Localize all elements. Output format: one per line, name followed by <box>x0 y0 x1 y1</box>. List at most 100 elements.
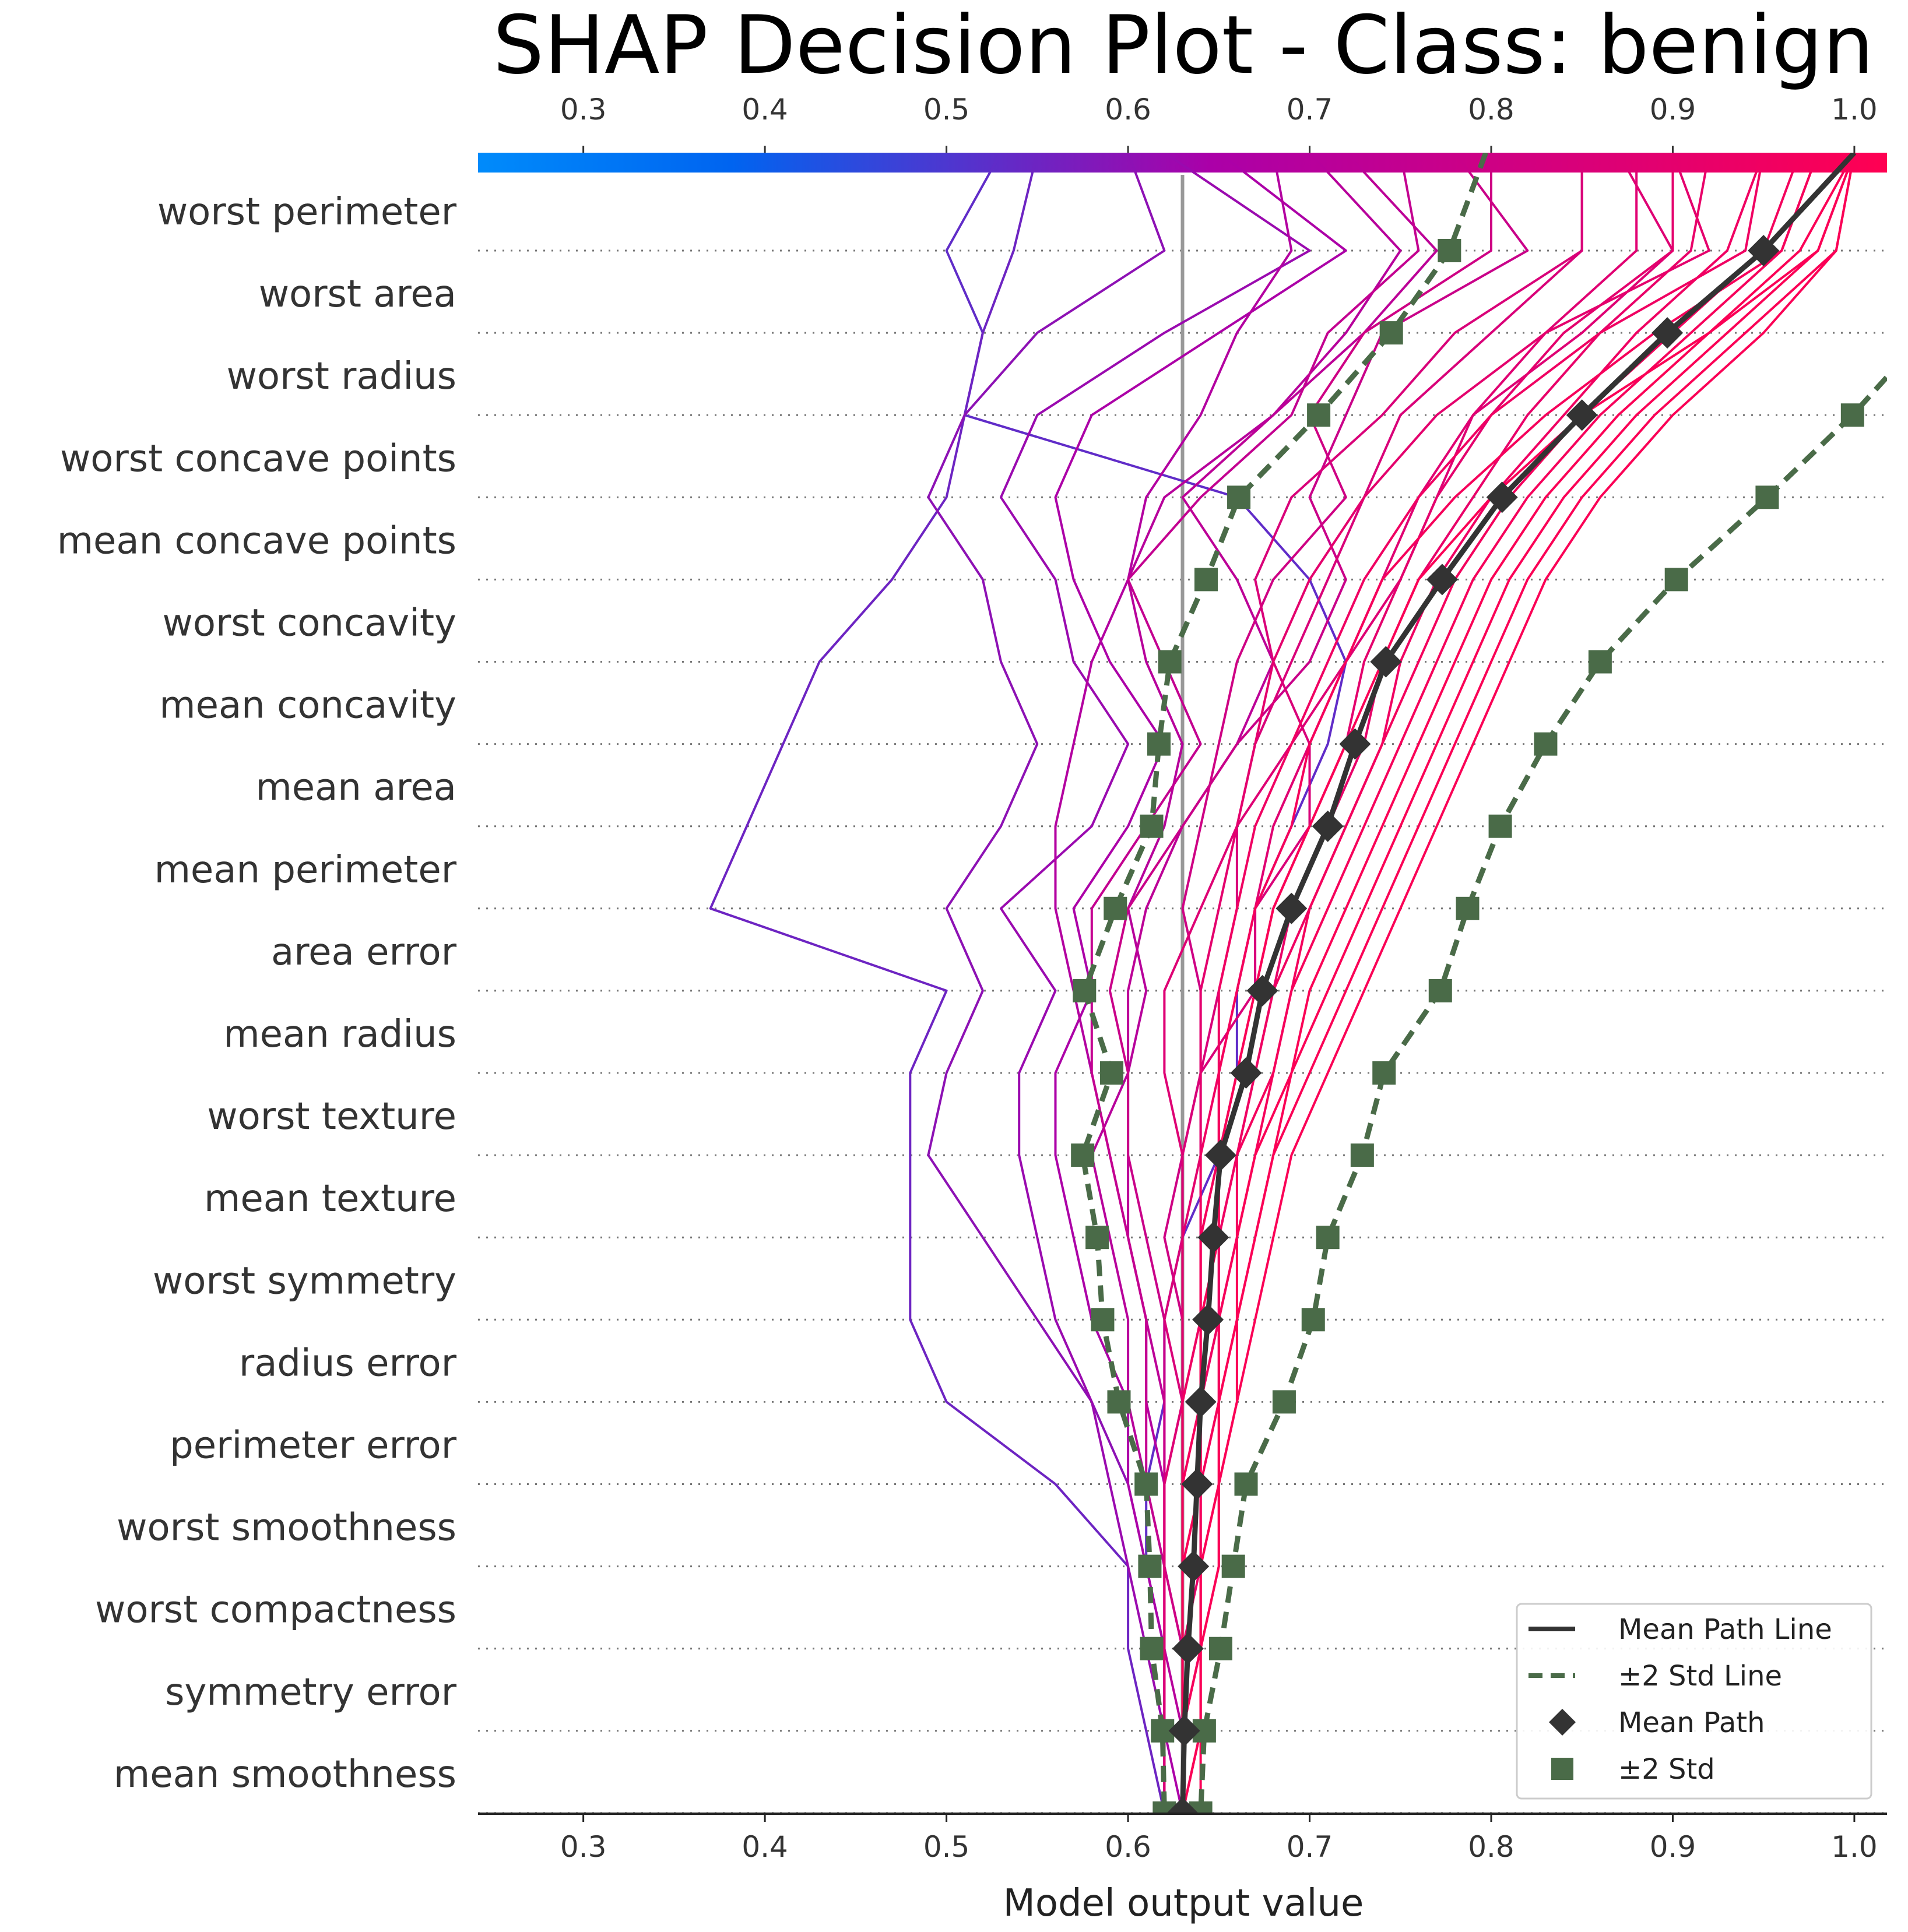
std-marker <box>1147 732 1171 756</box>
mean-path-marker <box>1652 317 1684 349</box>
mean-path-marker <box>1230 1057 1262 1089</box>
mean-path-marker <box>1192 1304 1224 1336</box>
std-marker <box>1307 403 1331 427</box>
mean-path-marker <box>1178 1550 1210 1582</box>
std-marker <box>1664 568 1688 592</box>
std-marker <box>1534 732 1558 756</box>
std-marker <box>1091 1308 1115 1332</box>
std-marker <box>1134 1472 1158 1496</box>
legend: Mean Path Line ±2 Std Line Mean Path ±2 … <box>1516 1603 1872 1800</box>
mean-path-marker <box>1185 1386 1217 1418</box>
colorbar <box>478 153 1887 173</box>
legend-std-marker-label: ±2 Std <box>1618 1753 1715 1786</box>
colorbar-tick-labels: 0.3 0.4 0.5 0.6 0.7 0.8 0.9 1.0 <box>560 93 1878 153</box>
plus-2std-line <box>1198 373 1887 1814</box>
legend-std-marker-swatch <box>1551 1758 1573 1780</box>
std-marker <box>1085 1226 1109 1250</box>
sample-path <box>1181 153 1856 1814</box>
std-marker <box>1158 650 1182 674</box>
std-marker <box>1234 1472 1258 1496</box>
feature-label: worst texture <box>207 1095 456 1138</box>
colorbar-tick-label: 0.8 <box>1468 93 1515 126</box>
feature-label: worst area <box>259 273 456 316</box>
std-marker <box>1140 1637 1164 1660</box>
x-tick-label: 0.8 <box>1468 1830 1515 1864</box>
legend-mean-marker-swatch <box>1549 1709 1576 1736</box>
std-marker <box>1438 239 1461 262</box>
x-tick-label: 0.6 <box>1105 1830 1151 1864</box>
std-marker <box>1221 1554 1245 1578</box>
std-marker <box>1428 979 1452 1002</box>
feature-label: worst compactness <box>95 1589 456 1632</box>
mean-path-line <box>1180 153 1857 1814</box>
std-marker <box>1301 1308 1325 1332</box>
x-tick-label: 0.5 <box>923 1830 970 1864</box>
x-tick-label: 0.3 <box>560 1830 607 1864</box>
feature-label: worst symmetry <box>153 1259 456 1303</box>
mean-path-marker <box>1566 399 1598 431</box>
std-marker <box>1755 485 1779 509</box>
feature-label: worst concave points <box>60 437 456 480</box>
x-tick-label: 0.4 <box>742 1830 788 1864</box>
legend-mean-line-label: Mean Path Line <box>1618 1613 1832 1646</box>
feature-labels: worst perimeter worst area worst radius wor… <box>57 191 457 1796</box>
chart-title: SHAP Decision Plot - Class: benign <box>493 0 1874 92</box>
mean-path-marker <box>1748 235 1780 266</box>
std-marker <box>1588 650 1612 674</box>
std-marker <box>1272 1390 1296 1414</box>
colorbar-tick-label: 0.9 <box>1650 93 1696 126</box>
mean-path-marker <box>1168 1715 1200 1747</box>
mean-path-marker <box>1486 481 1518 513</box>
mean-path-marker <box>1339 728 1371 760</box>
std-marker <box>1316 1226 1340 1250</box>
feature-label: symmetry error <box>165 1671 457 1714</box>
feature-label: mean concavity <box>159 684 456 727</box>
std-marker <box>1488 814 1512 838</box>
sample-path <box>1054 153 1347 1814</box>
feature-label: mean texture <box>204 1177 456 1220</box>
colorbar-tick-label: 0.3 <box>560 93 607 126</box>
std-marker <box>1071 1143 1095 1167</box>
mean-path-line-group <box>1180 153 1857 1814</box>
mean-path-marker <box>1181 1468 1213 1500</box>
sample-path <box>1181 153 1638 1814</box>
path-markers <box>1071 235 1864 1814</box>
std-marker <box>1208 1637 1232 1660</box>
std-marker <box>1140 814 1164 838</box>
feature-label: worst radius <box>227 355 456 398</box>
feature-label: worst smoothness <box>117 1507 456 1550</box>
feature-label: mean radius <box>223 1013 456 1056</box>
std-marker <box>1227 485 1251 509</box>
sample-path <box>1090 153 1402 1814</box>
x-tick-label: 1.0 <box>1831 1830 1878 1864</box>
mean-path-marker <box>1275 892 1308 924</box>
std-marker <box>1379 321 1403 345</box>
mean-path-marker <box>1197 1222 1229 1254</box>
mean-path-marker <box>1172 1632 1204 1664</box>
mean-path-marker <box>1246 974 1278 1007</box>
sample-path <box>1181 153 1856 1814</box>
feature-label: worst perimeter <box>157 191 457 234</box>
mean-path-marker <box>1312 810 1344 842</box>
sample-paths <box>709 153 1856 1814</box>
mean-path-marker <box>1426 564 1458 596</box>
legend-mean-marker-label: Mean Path <box>1618 1706 1765 1739</box>
std-marker <box>1840 403 1864 427</box>
mean-path-marker <box>1370 646 1402 678</box>
std-marker <box>1372 1061 1396 1085</box>
mean-path-marker <box>1204 1139 1236 1171</box>
colorbar-tick-label: 1.0 <box>1831 93 1878 126</box>
feature-label: mean smoothness <box>114 1753 456 1796</box>
colorbar-tick-label: 0.4 <box>742 93 788 126</box>
std-marker <box>1104 896 1127 920</box>
std-marker <box>1456 896 1480 920</box>
colorbar-tick-label: 0.5 <box>923 93 970 126</box>
x-tick-label: 0.7 <box>1287 1830 1333 1864</box>
std-marker <box>1194 568 1218 592</box>
std-marker <box>1073 979 1097 1002</box>
feature-label: perimeter error <box>170 1424 457 1468</box>
sample-path <box>709 153 1166 1814</box>
colorbar-tick-label: 0.6 <box>1105 93 1151 126</box>
feature-label: worst concavity <box>162 602 456 645</box>
feature-label: radius error <box>239 1342 457 1385</box>
